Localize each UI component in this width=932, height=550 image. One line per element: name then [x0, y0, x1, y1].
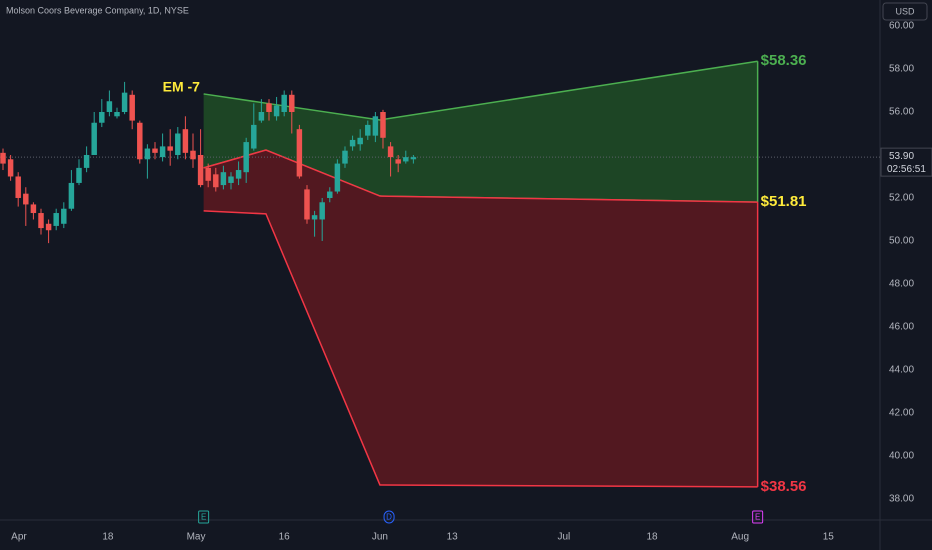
candle-body — [15, 176, 21, 198]
candle-body — [167, 146, 173, 151]
candle-body — [137, 122, 143, 160]
y-tick-label: 46.00 — [889, 322, 914, 333]
x-tick-label: May — [187, 532, 206, 543]
candle-body — [53, 213, 59, 226]
candle-body — [0, 152, 6, 164]
candle-body — [410, 157, 417, 160]
candle-body — [380, 111, 386, 138]
y-tick-label: 60.00 — [889, 21, 914, 32]
candle-body — [258, 111, 265, 121]
candle-body — [76, 167, 82, 183]
candle-body — [205, 167, 211, 181]
y-tick-label: 42.00 — [889, 408, 914, 419]
candle-body — [365, 124, 371, 136]
candle-body — [106, 101, 113, 112]
y-tick-label: 44.00 — [889, 365, 914, 376]
candle-body — [152, 148, 158, 153]
candle-body — [334, 163, 341, 192]
candle-body — [387, 146, 394, 158]
last-price-label: 53.90 — [889, 151, 914, 162]
y-tick-label: 50.00 — [889, 236, 914, 247]
candle-body — [175, 133, 181, 155]
candle-body — [281, 94, 287, 112]
x-tick-label: Apr — [11, 532, 27, 543]
candle-body — [228, 176, 234, 183]
x-tick-label: Aug — [731, 532, 749, 543]
band-area — [203, 150, 758, 487]
event-marker — [752, 510, 764, 524]
candle-body — [357, 137, 363, 145]
band-upper-line — [203, 60, 758, 121]
last-price-tag — [880, 147, 932, 177]
candle-body — [61, 208, 67, 224]
candle-body — [182, 129, 189, 153]
candle-body — [45, 223, 52, 231]
price-label: $51.81 — [761, 193, 807, 210]
candle-body — [83, 154, 90, 168]
candle-body — [319, 202, 325, 220]
candle-body — [7, 159, 14, 177]
event-label: D — [386, 513, 392, 522]
candle-body — [99, 111, 105, 123]
candle-body — [273, 105, 280, 117]
candle-body — [342, 150, 348, 164]
candle-body — [304, 189, 310, 220]
x-tick-label: 18 — [102, 532, 114, 543]
x-tick-label: 16 — [279, 532, 291, 543]
candle-body — [243, 142, 249, 173]
event-marker — [198, 510, 210, 524]
y-tick-label: 56.00 — [889, 107, 914, 118]
candle-body — [403, 157, 409, 162]
candle-body — [159, 146, 166, 158]
x-tick-label: Jul — [557, 532, 570, 543]
candle-body — [91, 122, 97, 155]
candle-body — [251, 124, 257, 149]
candle-body — [197, 154, 204, 186]
countdown: 02:56:51 — [887, 164, 926, 175]
band-lower-line — [203, 210, 758, 488]
currency-box[interactable] — [882, 2, 928, 21]
candle-body — [372, 116, 379, 136]
chart-title: Molson Coors Beverage Company, 1D, NYSE — [6, 5, 189, 15]
candle-body — [349, 139, 356, 147]
event-label: E — [755, 513, 760, 522]
currency[interactable]: USD — [895, 6, 915, 16]
candle-body — [114, 111, 120, 117]
candle-body — [296, 129, 303, 177]
event-label: E — [201, 513, 206, 522]
candle-body — [311, 215, 318, 220]
x-tick-label: Jun — [372, 532, 388, 543]
x-tick-label: 18 — [646, 532, 658, 543]
x-tick-label: 13 — [447, 532, 459, 543]
price-label: $38.56 — [761, 478, 807, 495]
y-tick-label: 48.00 — [889, 279, 914, 290]
candle-body — [289, 94, 295, 112]
candle-body — [38, 213, 44, 229]
y-tick-label: 52.00 — [889, 193, 914, 204]
candle-body — [30, 204, 37, 214]
price-label: $58.36 — [761, 52, 807, 69]
candle-body — [144, 148, 151, 160]
candle-body — [327, 191, 333, 198]
y-tick-label: 40.00 — [889, 451, 914, 462]
y-tick-label: 58.00 — [889, 64, 914, 75]
note: EM -7 — [163, 79, 201, 95]
candle-body — [220, 172, 227, 186]
candle-body — [266, 103, 272, 112]
candle-body — [121, 92, 128, 112]
candle-body — [190, 150, 196, 160]
y-tick-label: 38.00 — [889, 494, 914, 505]
candle-body — [129, 94, 135, 121]
candle-body — [213, 174, 219, 188]
candle-body — [235, 170, 242, 179]
band-upper-line — [203, 149, 758, 203]
candle-body — [23, 193, 29, 205]
candle-body — [395, 159, 401, 164]
candle-body — [68, 182, 75, 209]
event-marker — [383, 510, 395, 524]
x-tick-label: 15 — [823, 532, 835, 543]
band-area — [203, 61, 758, 203]
